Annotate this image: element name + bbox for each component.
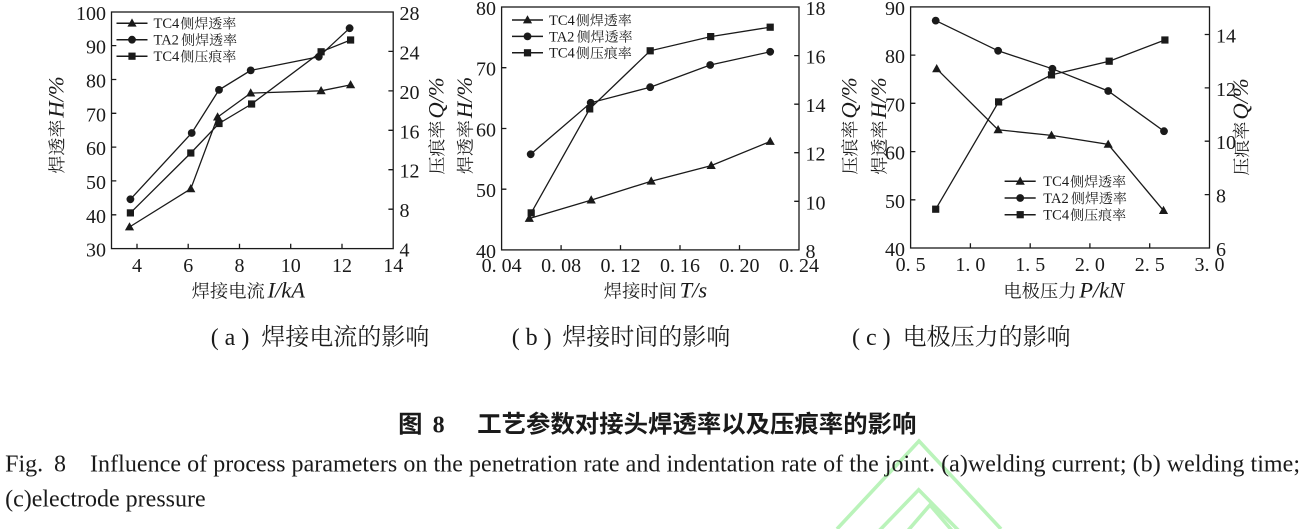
svg-text:8: 8	[433, 413, 445, 439]
svg-text:0. 20: 0. 20	[720, 255, 760, 277]
svg-text:H/%: H/%	[43, 76, 68, 118]
svg-text:4: 4	[400, 240, 410, 262]
svg-text:50: 50	[476, 180, 496, 202]
svg-text:12: 12	[1216, 79, 1236, 101]
svg-text:50: 50	[885, 191, 905, 213]
svg-text:10: 10	[806, 192, 826, 214]
svg-text:8: 8	[1216, 186, 1226, 208]
svg-text:60: 60	[86, 138, 106, 160]
svg-text:H/%: H/%	[866, 77, 891, 119]
svg-text:(c)electrode pressure: (c)electrode pressure	[5, 487, 206, 513]
svg-text:( b ): ( b )	[512, 325, 552, 351]
svg-text:18: 18	[806, 0, 826, 20]
svg-text:TC4: TC4	[549, 13, 576, 29]
svg-text:2. 0: 2. 0	[1075, 254, 1105, 276]
svg-text:14: 14	[806, 95, 826, 117]
svg-text:TA2: TA2	[549, 29, 574, 45]
svg-text:Q/%: Q/%	[836, 77, 861, 118]
svg-text:6: 6	[183, 255, 193, 277]
svg-text:1. 0: 1. 0	[955, 254, 985, 276]
svg-text:60: 60	[476, 120, 496, 142]
svg-text:H/%: H/%	[452, 77, 477, 119]
svg-text:0. 24: 0. 24	[779, 255, 819, 277]
svg-text:( c ): ( c )	[852, 325, 891, 351]
svg-text:8: 8	[400, 200, 410, 222]
svg-text:80: 80	[885, 46, 905, 68]
svg-text:4: 4	[132, 255, 142, 277]
svg-text:70: 70	[885, 94, 905, 116]
svg-text:30: 30	[86, 240, 106, 262]
svg-text:80: 80	[476, 0, 496, 20]
svg-text:90: 90	[86, 37, 106, 59]
svg-text:Fig.: Fig.	[5, 452, 43, 478]
svg-text:3. 0: 3. 0	[1195, 254, 1225, 276]
svg-text:12: 12	[806, 144, 826, 166]
svg-text:0. 12: 0. 12	[601, 255, 641, 277]
svg-text:60: 60	[885, 143, 905, 165]
svg-text:TC4: TC4	[154, 49, 181, 65]
svg-text:TA2: TA2	[154, 33, 179, 49]
svg-text:6: 6	[1216, 239, 1226, 261]
svg-text:40: 40	[476, 241, 496, 263]
svg-text:10: 10	[281, 255, 301, 277]
svg-text:1. 5: 1. 5	[1015, 254, 1045, 276]
svg-text:70: 70	[86, 104, 106, 126]
svg-text:8: 8	[54, 452, 66, 478]
svg-text:0. 04: 0. 04	[482, 255, 522, 277]
svg-text:Q/%: Q/%	[1228, 78, 1253, 119]
svg-text:70: 70	[476, 59, 496, 81]
svg-text:( a ): ( a )	[211, 325, 250, 351]
svg-text:10: 10	[1216, 132, 1236, 154]
svg-text:40: 40	[86, 206, 106, 228]
svg-text:TC4: TC4	[1043, 208, 1070, 224]
svg-text:90: 90	[885, 0, 905, 20]
svg-text:14: 14	[383, 255, 403, 277]
svg-text:80: 80	[86, 71, 106, 93]
svg-text:TC4: TC4	[549, 46, 576, 62]
svg-text:28: 28	[400, 3, 420, 25]
svg-text:TC4: TC4	[1043, 174, 1070, 190]
svg-text:8: 8	[806, 241, 816, 263]
svg-text:8: 8	[235, 255, 245, 277]
svg-text:TA2: TA2	[1043, 191, 1068, 207]
svg-text:2. 5: 2. 5	[1135, 254, 1165, 276]
svg-text:P/kN: P/kN	[1078, 277, 1126, 302]
svg-text:16: 16	[806, 47, 826, 69]
svg-text:14: 14	[1216, 26, 1236, 48]
svg-text:16: 16	[400, 121, 420, 143]
svg-text:Influence of process parameter: Influence of process parameters on the p…	[90, 452, 1300, 478]
svg-text:40: 40	[885, 239, 905, 261]
svg-text:T/s: T/s	[680, 277, 708, 302]
svg-text:50: 50	[86, 172, 106, 194]
svg-text:0. 16: 0. 16	[660, 255, 700, 277]
svg-text:12: 12	[400, 161, 420, 183]
svg-text:12: 12	[332, 255, 352, 277]
svg-text:0. 5: 0. 5	[896, 254, 926, 276]
svg-text:I/kA: I/kA	[267, 277, 306, 302]
svg-text:0. 08: 0. 08	[541, 255, 581, 277]
svg-text:20: 20	[400, 82, 420, 104]
svg-text:100: 100	[76, 3, 106, 25]
svg-text:Q/%: Q/%	[423, 77, 448, 118]
svg-text:TC4: TC4	[154, 16, 181, 32]
svg-text:24: 24	[400, 42, 420, 64]
